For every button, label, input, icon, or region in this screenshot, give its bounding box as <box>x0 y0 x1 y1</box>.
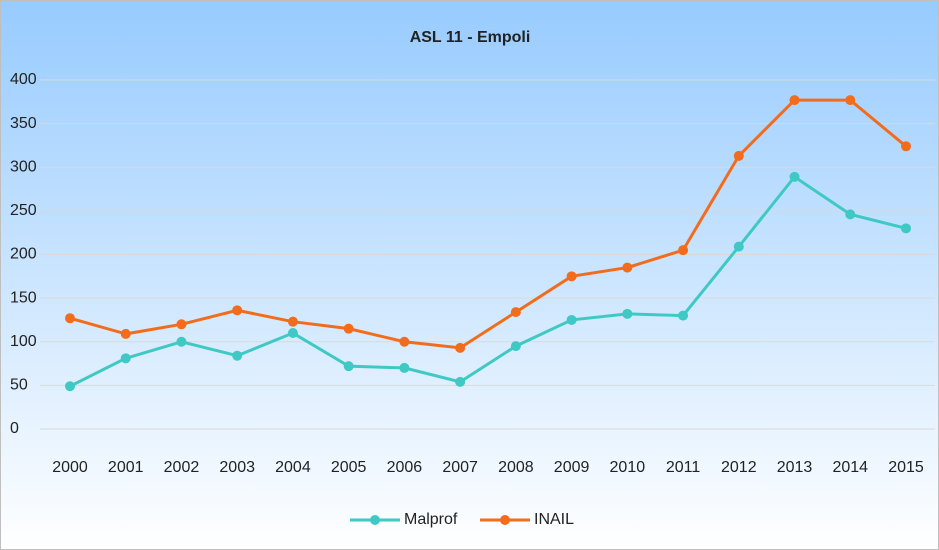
data-point <box>232 305 243 316</box>
data-point <box>901 223 911 234</box>
data-point <box>176 319 187 330</box>
data-point <box>566 314 577 325</box>
x-tick-label: 2008 <box>498 459 534 476</box>
data-point <box>455 342 466 353</box>
data-point <box>510 341 521 352</box>
data-point <box>65 381 75 392</box>
legend-marker <box>370 515 380 525</box>
y-tick-label: 350 <box>10 115 37 132</box>
data-point <box>622 262 633 273</box>
data-point <box>901 141 911 152</box>
series-line <box>69 174 907 388</box>
legend-label: INAIL <box>534 511 574 528</box>
data-point <box>120 353 131 364</box>
data-point <box>622 308 633 319</box>
y-tick-label: 300 <box>10 158 37 175</box>
y-tick-label: 150 <box>10 289 37 306</box>
x-tick-label: 2002 <box>164 459 200 476</box>
data-point <box>789 171 800 182</box>
x-tick-label: 2007 <box>442 459 478 476</box>
series-line <box>69 98 907 350</box>
x-tick-label: 2015 <box>888 459 924 476</box>
x-tick-label: 2003 <box>219 459 255 476</box>
y-tick-label: 50 <box>10 377 28 394</box>
data-point <box>176 336 187 347</box>
x-tick-label: 2013 <box>777 459 813 476</box>
data-point <box>399 336 410 347</box>
data-point <box>287 316 298 327</box>
data-point <box>789 95 800 106</box>
data-point <box>733 241 744 252</box>
data-point <box>65 313 75 324</box>
legend-label: Malprof <box>404 511 458 528</box>
x-tick-label: 2009 <box>554 459 590 476</box>
data-point <box>343 323 354 334</box>
x-tick-label: 2006 <box>387 459 423 476</box>
x-tick-label: 2011 <box>666 459 701 476</box>
data-point <box>120 328 131 339</box>
x-tick-label: 2005 <box>331 459 367 476</box>
x-tick-label: 2012 <box>721 459 757 476</box>
data-point <box>287 328 298 339</box>
data-point <box>733 150 744 161</box>
y-tick-label: 250 <box>10 202 37 219</box>
data-point <box>845 95 856 106</box>
y-tick-label: 200 <box>10 246 37 263</box>
legend-marker <box>500 515 510 525</box>
data-point <box>678 310 689 321</box>
chart-title: ASL 11 - Empoli <box>410 29 531 46</box>
data-point <box>510 307 521 318</box>
data-point <box>845 209 856 220</box>
y-tick-label: 100 <box>10 333 37 350</box>
data-point <box>343 361 354 372</box>
x-tick-label: 2001 <box>108 459 144 476</box>
y-tick-label: 0 <box>10 420 19 437</box>
x-tick-label: 2000 <box>52 459 88 476</box>
x-tick-label: 2014 <box>832 459 868 476</box>
data-point <box>566 271 577 282</box>
data-point <box>455 376 466 387</box>
y-tick-label: 400 <box>10 71 37 88</box>
data-point <box>232 350 243 361</box>
x-tick-label: 2004 <box>275 459 311 476</box>
x-tick-label: 2010 <box>610 459 646 476</box>
data-point <box>678 245 689 256</box>
data-point <box>399 362 410 373</box>
